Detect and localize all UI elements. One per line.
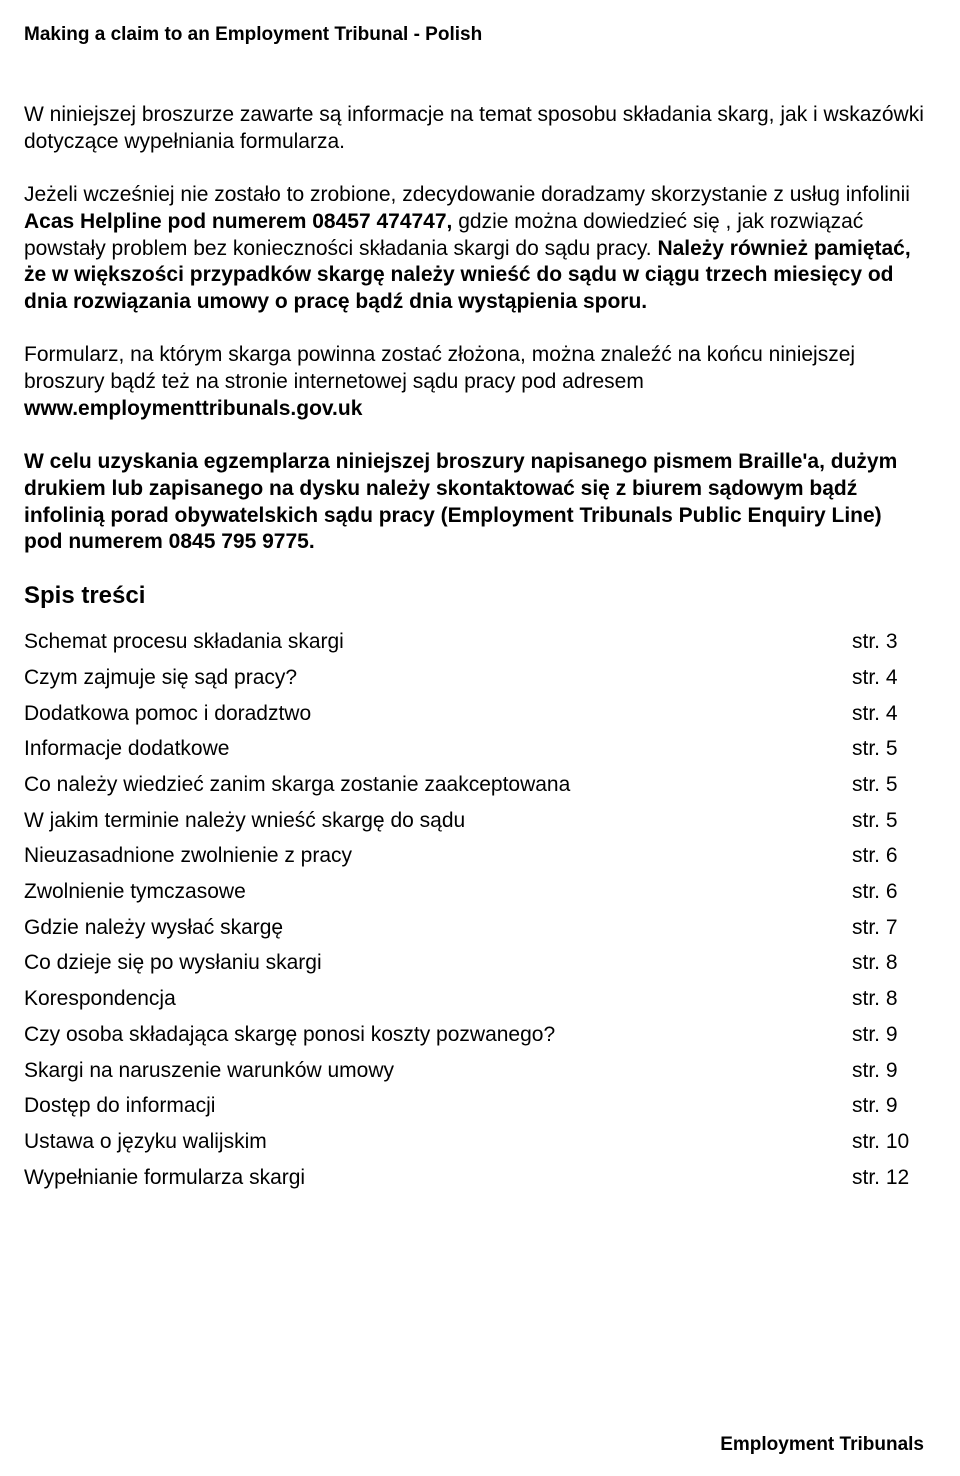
toc-row: Wypełnianie formularza skargi str. 12 [24, 1160, 924, 1196]
toc-item-page: str. 5 [844, 731, 924, 767]
toc-row: Skargi na naruszenie warunków umowy str.… [24, 1053, 924, 1089]
toc-item-page: str. 8 [844, 945, 924, 981]
toc-row: Dostęp do informacji str. 9 [24, 1088, 924, 1124]
toc-item-title: Skargi na naruszenie warunków umowy [24, 1053, 844, 1089]
toc-item-title: Informacje dodatkowe [24, 731, 844, 767]
toc-row: W jakim terminie należy wnieść skargę do… [24, 803, 924, 839]
toc-item-page: str. 5 [844, 803, 924, 839]
toc-item-page: str. 6 [844, 838, 924, 874]
toc-row: Ustawa o języku walijskim str. 10 [24, 1124, 924, 1160]
toc-item-title: Co należy wiedzieć zanim skarga zostanie… [24, 767, 844, 803]
toc-item-title: Korespondencja [24, 981, 844, 1017]
form-location-text: Formularz, na którym skarga powinna zost… [24, 343, 855, 393]
helpline-paragraph: Jeżeli wcześniej nie zostało to zrobione… [24, 182, 924, 316]
toc-item-page: str. 10 [844, 1124, 924, 1160]
form-location-paragraph: Formularz, na którym skarga powinna zost… [24, 342, 924, 423]
toc-item-title: Wypełnianie formularza skargi [24, 1160, 844, 1196]
helpline-text-1: Jeżeli wcześniej nie zostało to zrobione… [24, 183, 910, 206]
toc-item-title: Nieuzasadnione zwolnienie z pracy [24, 838, 844, 874]
toc-row: Gdzie należy wysłać skargę str. 7 [24, 910, 924, 946]
toc-item-title: Schemat procesu składania skargi [24, 624, 844, 660]
toc-row: Korespondencja str. 8 [24, 981, 924, 1017]
toc-item-title: Gdzie należy wysłać skargę [24, 910, 844, 946]
toc-item-page: str. 9 [844, 1088, 924, 1124]
helpline-number: Acas Helpline pod numerem 08457 474747, [24, 210, 452, 233]
toc-item-page: str. 9 [844, 1017, 924, 1053]
toc-item-page: str. 7 [844, 910, 924, 946]
page-header-title: Making a claim to an Employment Tribunal… [24, 24, 924, 46]
toc-item-title: Dodatkowa pomoc i doradztwo [24, 696, 844, 732]
toc-row: Nieuzasadnione zwolnienie z pracy str. 6 [24, 838, 924, 874]
toc-item-title: Co dzieje się po wysłaniu skargi [24, 945, 844, 981]
toc-item-page: str. 12 [844, 1160, 924, 1196]
toc-item-page: str. 9 [844, 1053, 924, 1089]
toc-item-page: str. 5 [844, 767, 924, 803]
toc-item-title: Zwolnienie tymczasowe [24, 874, 844, 910]
table-of-contents: Schemat procesu składania skargi str. 3 … [24, 624, 924, 1195]
toc-item-page: str. 4 [844, 696, 924, 732]
accessibility-notice: W celu uzyskania egzemplarza niniejszej … [24, 449, 924, 557]
toc-row: Co dzieje się po wysłaniu skargi str. 8 [24, 945, 924, 981]
toc-item-page: str. 3 [844, 624, 924, 660]
toc-item-title: Czy osoba składająca skargę ponosi koszt… [24, 1017, 844, 1053]
toc-item-title: Dostęp do informacji [24, 1088, 844, 1124]
toc-heading: Spis treści [24, 582, 924, 610]
page-footer: Employment Tribunals [720, 1434, 924, 1456]
toc-item-title: W jakim terminie należy wnieść skargę do… [24, 803, 844, 839]
toc-item-title: Ustawa o języku walijskim [24, 1124, 844, 1160]
toc-row: Czy osoba składająca skargę ponosi koszt… [24, 1017, 924, 1053]
intro-paragraph: W niniejszej broszurze zawarte są inform… [24, 102, 924, 156]
toc-row: Zwolnienie tymczasowe str. 6 [24, 874, 924, 910]
toc-row: Czym zajmuje się sąd pracy? str. 4 [24, 660, 924, 696]
toc-row: Schemat procesu składania skargi str. 3 [24, 624, 924, 660]
toc-row: Dodatkowa pomoc i doradztwo str. 4 [24, 696, 924, 732]
toc-item-page: str. 8 [844, 981, 924, 1017]
toc-item-title: Czym zajmuje się sąd pracy? [24, 660, 844, 696]
website-url: www.employmenttribunals.gov.uk [24, 397, 362, 420]
toc-row: Informacje dodatkowe str. 5 [24, 731, 924, 767]
toc-item-page: str. 4 [844, 660, 924, 696]
toc-row: Co należy wiedzieć zanim skarga zostanie… [24, 767, 924, 803]
toc-item-page: str. 6 [844, 874, 924, 910]
